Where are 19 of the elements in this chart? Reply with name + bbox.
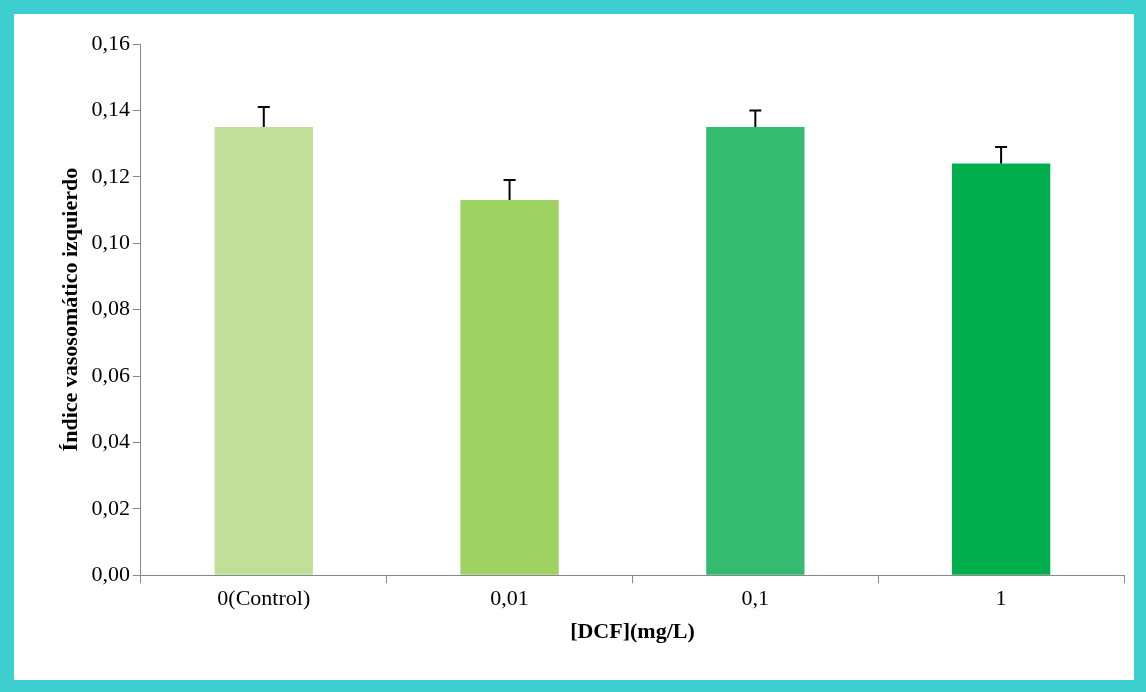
- x-tick-label: 0,1: [741, 585, 770, 611]
- x-tick-label: 0(Control): [217, 585, 311, 611]
- y-tick-label: 0,06: [91, 361, 130, 387]
- bar: [460, 200, 559, 575]
- bar: [706, 127, 805, 575]
- x-tick-label: 0,01: [490, 585, 529, 611]
- y-tick-label: 0,12: [91, 162, 130, 188]
- y-tick-label: 0,04: [91, 428, 130, 454]
- y-tick-label: 0,14: [91, 96, 130, 122]
- y-tick-label: 0,16: [91, 29, 130, 55]
- bar: [214, 127, 313, 575]
- bar: [951, 163, 1051, 575]
- x-axis-title: [DCF](mg/L): [570, 618, 695, 644]
- x-tick-label: 1: [995, 585, 1007, 611]
- y-axis-title: Índice vasosomático izquierdo: [56, 167, 82, 452]
- y-tick-label: 0,02: [91, 494, 130, 520]
- y-tick-label: 0,08: [91, 295, 130, 321]
- y-tick-label: 0,10: [91, 228, 130, 254]
- y-tick-label: 0,00: [91, 560, 130, 586]
